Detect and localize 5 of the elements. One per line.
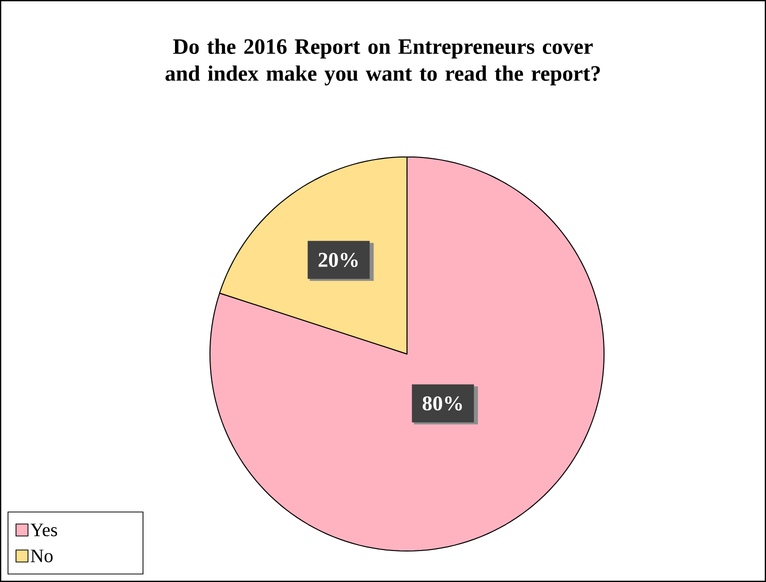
- legend-label: Yes: [30, 524, 58, 536]
- data-label: 80%: [422, 396, 462, 411]
- chart-title: Do the 2016 Report on Entrepreneurs cover and index make you want to read the report?: [166, 38, 600, 86]
- legend-label: No: [30, 550, 53, 562]
- data-label: 20%: [318, 252, 358, 268]
